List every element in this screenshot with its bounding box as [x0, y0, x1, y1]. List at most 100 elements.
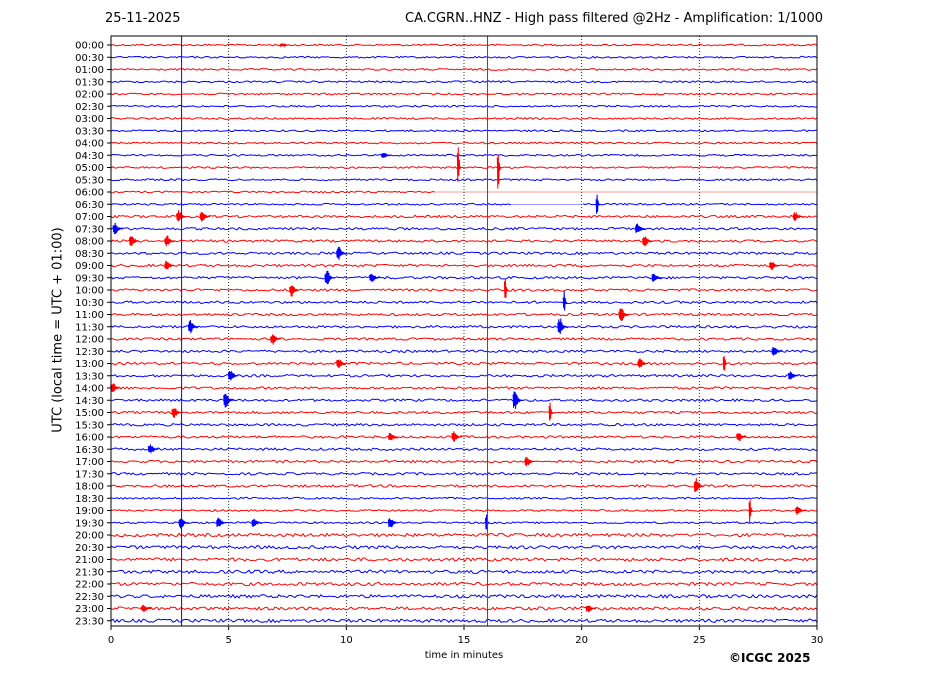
y-tick-label: 00:00: [75, 41, 104, 52]
y-tick-label: 14:30: [75, 396, 104, 407]
trace-row: [110, 496, 818, 500]
seismic-event: [736, 433, 747, 441]
trace-row: [110, 532, 818, 538]
trace-row: [110, 373, 818, 378]
trace-row: [110, 214, 818, 219]
trace-row: [110, 263, 818, 268]
trace-row: [110, 116, 818, 121]
y-tick-label: 07:30: [75, 224, 104, 235]
trace-row: [110, 337, 818, 341]
y-tick-label: 19:00: [75, 506, 104, 517]
x-tick-label: 25: [693, 635, 706, 646]
seismic-event: [112, 222, 124, 235]
y-tick-label: 05:30: [75, 175, 104, 186]
seismic-event: [637, 358, 648, 368]
y-tick-label: 23:00: [75, 604, 104, 615]
seismic-event: [562, 290, 568, 311]
seismic-event: [147, 444, 159, 454]
trace-row: [110, 593, 818, 599]
seismic-event: [129, 236, 140, 247]
seismic-event: [387, 518, 399, 528]
trace-row: [110, 104, 818, 108]
x-axis-label: time in minutes: [424, 650, 504, 661]
seismic-event: [110, 383, 121, 393]
seismic-event: [595, 194, 601, 214]
seismic-event: [227, 370, 239, 381]
trace-row: [110, 324, 818, 329]
trace-row: [110, 68, 818, 71]
traces: [110, 43, 818, 624]
vertical-marks: [181, 36, 489, 626]
trace-row: [110, 471, 818, 476]
seismic-event: [187, 319, 199, 334]
trace-row: [110, 239, 818, 243]
seismic-event: [456, 147, 462, 182]
trace-row: [110, 275, 818, 280]
y-tick-label: 00:30: [75, 53, 104, 64]
trace-row: [110, 165, 818, 170]
seismic-event: [548, 402, 554, 421]
y-tick-label: 13:00: [75, 359, 104, 370]
seismic-event: [387, 432, 399, 441]
seismic-event: [270, 334, 281, 345]
y-tick-label: 03:00: [75, 114, 104, 125]
trace-row: [110, 129, 818, 133]
y-tick-label: 05:00: [75, 163, 104, 174]
y-tick-label: 21:00: [75, 555, 104, 566]
trace-row: [110, 178, 818, 182]
y-tick-label: 16:00: [75, 433, 104, 444]
trace-row: [110, 435, 818, 439]
seismic-event: [451, 431, 462, 442]
seismic-event: [336, 246, 347, 260]
y-tick-label: 10:30: [75, 298, 104, 309]
x-tick-label: 5: [225, 635, 231, 646]
y-tick-label: 20:00: [75, 531, 104, 542]
trace-row: [110, 153, 818, 157]
y-tick-label: 22:00: [75, 580, 104, 591]
y-tick-label: 09:00: [75, 261, 104, 272]
seismic-event: [512, 391, 524, 410]
trace-row: [110, 300, 818, 305]
chart-title: CA.CGRN..HNZ - High pass filtered @2Hz -…: [405, 11, 823, 26]
trace-row: [110, 361, 818, 366]
y-tick-label: 08:30: [75, 249, 104, 260]
seismic-event: [748, 499, 754, 524]
trace-row: [110, 43, 818, 47]
seismic-event: [651, 273, 663, 282]
x-tick-label: 0: [108, 635, 114, 646]
x-tick-label: 10: [340, 635, 353, 646]
seismic-event: [199, 212, 211, 222]
trace-row: [110, 618, 818, 624]
y-tick-label: 21:30: [75, 567, 104, 578]
trace-row: [110, 447, 818, 452]
seismic-event: [178, 518, 190, 529]
seismic-event: [722, 355, 728, 371]
trace-row: [110, 80, 818, 84]
y-tick-label: 16:30: [75, 445, 104, 456]
trace-row: [110, 557, 818, 562]
seismic-event: [496, 154, 502, 189]
y-tick-label: 08:00: [75, 237, 104, 248]
seismic-event: [140, 604, 152, 613]
y-tick-label: 15:00: [75, 408, 104, 419]
seismic-event: [524, 457, 535, 467]
trace-row: [110, 55, 818, 59]
trace-row: [110, 349, 818, 354]
seismic-event: [279, 43, 291, 48]
grid-lines: [228, 36, 700, 626]
y-tick-label: 04:00: [75, 139, 104, 150]
chart-date: 25-11-2025: [105, 11, 181, 26]
trace-row: [110, 459, 818, 464]
seismic-event: [223, 393, 234, 408]
trace-row: [110, 581, 818, 587]
trace-row: [110, 288, 818, 292]
y-tick-label: 12:30: [75, 347, 104, 358]
seismic-event: [164, 260, 175, 270]
y-tick-label: 18:00: [75, 482, 104, 493]
y-tick-label: 19:30: [75, 518, 104, 529]
seismic-event: [369, 273, 380, 283]
y-tick-label: 20:30: [75, 543, 104, 554]
copyright-notice: ©ICGC 2025: [729, 651, 811, 665]
